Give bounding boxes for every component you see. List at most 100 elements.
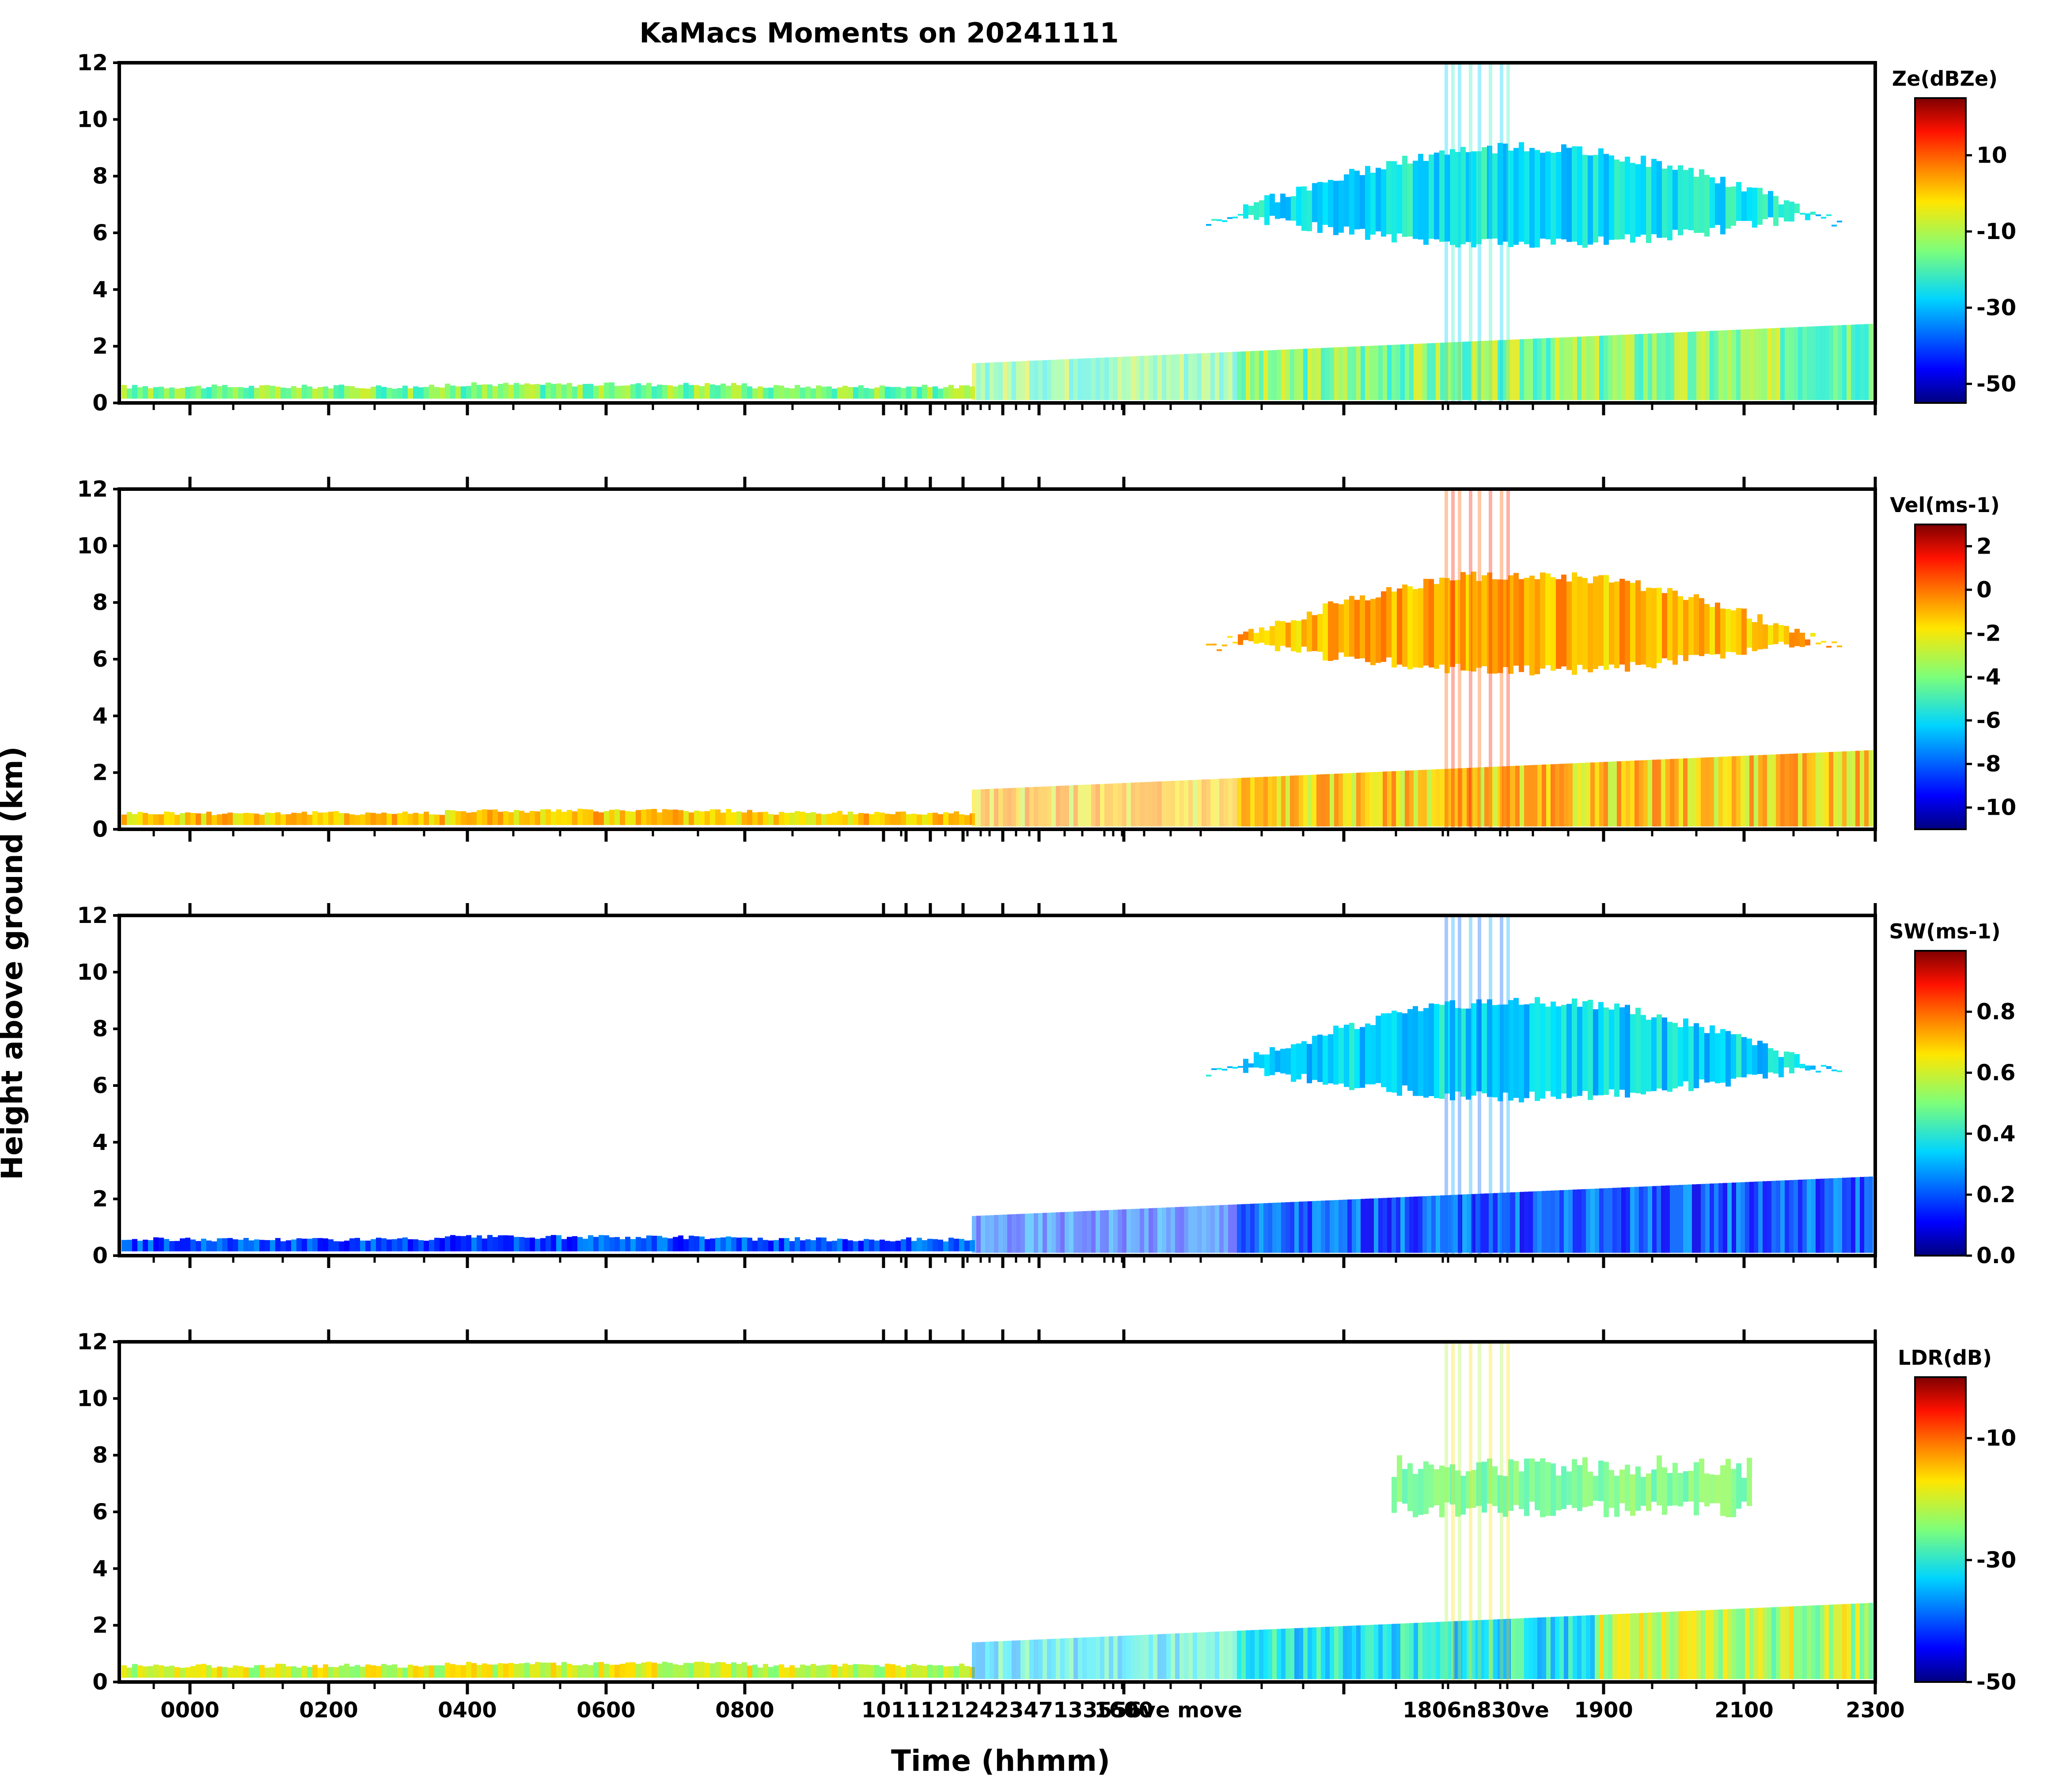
echo-cell xyxy=(1789,632,1794,648)
echo-cell xyxy=(1598,148,1604,237)
echo-cell xyxy=(784,1238,789,1252)
echo-cell xyxy=(1020,1640,1025,1679)
echo-cell xyxy=(1741,1182,1745,1253)
echo-cell xyxy=(742,1662,747,1678)
echo-cell xyxy=(1524,1004,1529,1098)
echo-cell xyxy=(397,1238,402,1252)
echo-cell xyxy=(1577,1465,1582,1511)
echo-cell xyxy=(1344,599,1349,657)
echo-cell xyxy=(715,809,721,825)
echo-cell xyxy=(927,1238,933,1252)
echo-cell xyxy=(339,813,344,825)
echo-cell xyxy=(1268,1203,1272,1253)
echo-cell xyxy=(1012,1214,1016,1253)
echo-cell xyxy=(540,1238,546,1252)
echo-cell xyxy=(1630,1474,1635,1516)
colorbar: LDR(dB)-10-30-50 xyxy=(1898,1346,2016,1695)
echo-cell xyxy=(1508,1000,1513,1101)
echo-cell xyxy=(1732,1182,1736,1253)
echo-cell xyxy=(1736,330,1741,400)
echo-cell xyxy=(1674,759,1679,827)
echo-cell xyxy=(805,1239,811,1252)
echo-cell xyxy=(1683,600,1688,661)
x-tick-label: 0800 xyxy=(715,1698,774,1723)
radar-echo xyxy=(121,489,1873,829)
echo-streak xyxy=(1469,915,1472,1256)
echo-cell xyxy=(1789,201,1794,222)
echo-cell xyxy=(1113,357,1118,400)
echo-cell xyxy=(1807,327,1811,400)
echo-cell xyxy=(864,1664,869,1678)
echo-cell xyxy=(1228,1631,1232,1679)
echo-cell xyxy=(159,1665,164,1678)
echo-cell xyxy=(938,1239,943,1252)
echo-cell xyxy=(164,1666,169,1678)
echo-cell xyxy=(1484,1193,1489,1253)
echo-cell xyxy=(1466,152,1471,242)
echo-cell xyxy=(1126,356,1131,400)
echo-cell xyxy=(853,1241,858,1252)
echo-cell xyxy=(1745,1608,1749,1679)
echo-cell xyxy=(1508,575,1513,674)
echo-cell xyxy=(1683,1018,1688,1082)
echo-cell xyxy=(1520,339,1524,400)
echo-cell xyxy=(1842,751,1847,827)
echo-cell xyxy=(1533,1617,1537,1679)
echo-cell xyxy=(588,383,593,399)
colorbar-tick-label: -10 xyxy=(1976,795,2016,820)
echo-cell xyxy=(1272,350,1277,400)
echo-cell xyxy=(1842,1604,1847,1679)
radar-echo xyxy=(121,915,1873,1256)
echo-cell xyxy=(1255,1204,1259,1253)
echo-cell xyxy=(1215,779,1219,827)
echo-cell xyxy=(1635,580,1641,665)
echo-cell xyxy=(922,814,927,825)
echo-cell xyxy=(1595,336,1599,400)
echo-cell xyxy=(948,385,954,399)
y-tick-label: 4 xyxy=(92,1129,108,1155)
echo-cell xyxy=(1434,584,1439,669)
echo-cell xyxy=(1776,754,1780,827)
y-tick-label: 4 xyxy=(92,703,108,729)
echo-streak xyxy=(1445,915,1448,1256)
echo-cell xyxy=(1860,324,1864,400)
echo-cell xyxy=(1144,1208,1149,1253)
echo-cell xyxy=(1043,360,1047,400)
echo-cell xyxy=(1458,1194,1462,1253)
echo-cell xyxy=(1003,362,1007,400)
echo-cell xyxy=(1369,345,1374,400)
echo-cell xyxy=(1511,766,1515,827)
echo-cell xyxy=(445,1663,450,1678)
echo-cell xyxy=(880,385,885,399)
echo-cell xyxy=(1360,175,1365,229)
colorbar-tick-label: 0.4 xyxy=(1976,1121,2016,1147)
echo-cell xyxy=(1449,1195,1453,1253)
echo-cell xyxy=(1824,326,1829,400)
echo-cell xyxy=(196,1241,201,1252)
echo-cell xyxy=(1492,1005,1498,1097)
echo-cell xyxy=(127,1667,132,1678)
echo-cell xyxy=(736,385,742,399)
echo-cell xyxy=(1303,349,1308,400)
echo-cell xyxy=(1829,325,1833,400)
echo-cell xyxy=(493,386,498,399)
echo-cell xyxy=(1545,1462,1551,1516)
echo-cell xyxy=(1524,1618,1528,1679)
echo-cell xyxy=(334,385,339,399)
echo-cell xyxy=(1566,581,1572,670)
echo-cell xyxy=(1397,588,1402,665)
echo-cell xyxy=(466,812,471,825)
echo-cell xyxy=(1617,1614,1621,1679)
echo-cell xyxy=(795,1667,800,1678)
echo-cell xyxy=(678,1235,683,1252)
echo-cell xyxy=(1723,330,1727,400)
echo-cell xyxy=(1475,1194,1480,1253)
echo-cell xyxy=(1551,1190,1555,1253)
echo-cell xyxy=(1520,1618,1524,1679)
echo-cell xyxy=(1696,1184,1701,1253)
echo-cell xyxy=(959,1663,964,1678)
echo-streak xyxy=(1478,63,1481,403)
echo-cell xyxy=(1321,348,1325,400)
echo-cell xyxy=(1741,191,1747,221)
echo-cell xyxy=(784,387,789,399)
